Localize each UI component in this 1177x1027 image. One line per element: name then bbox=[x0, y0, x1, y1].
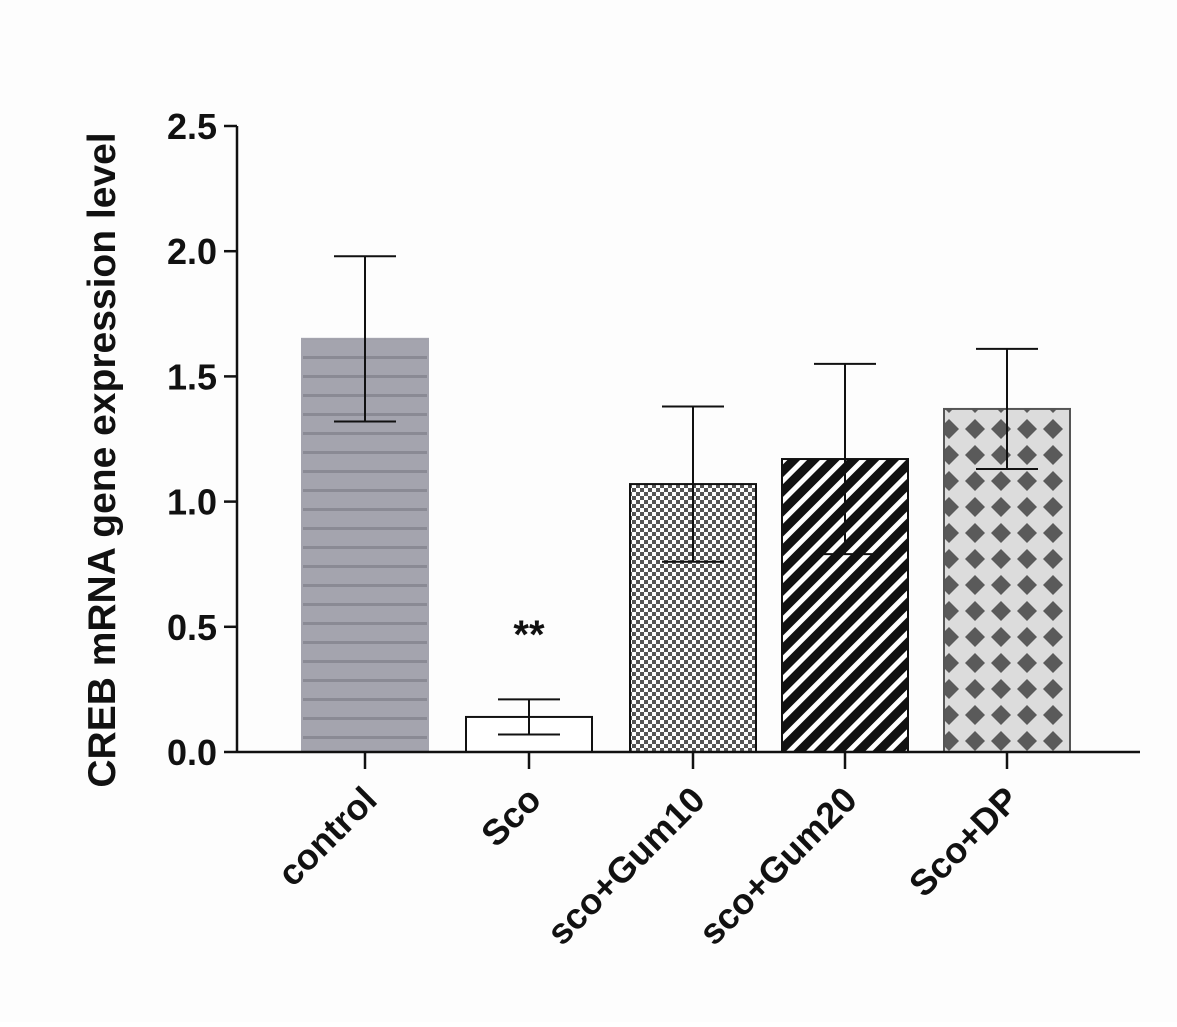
x-tick-label-Sco: Sco bbox=[473, 779, 549, 855]
bars: ** bbox=[301, 255, 1071, 753]
x-tick-label-control: control bbox=[269, 779, 384, 894]
y-tick-label: 2.5 bbox=[167, 106, 217, 147]
y-tick-label: 0.0 bbox=[167, 732, 217, 773]
y-axis: 0.0 0.5 1.0 1.5 2.0 2.5 bbox=[167, 106, 239, 773]
y-tick-label: 1.0 bbox=[167, 482, 217, 523]
y-tick-label: 0.5 bbox=[167, 607, 217, 648]
x-tick-label-sco+Gum20: sco+Gum20 bbox=[691, 779, 865, 953]
y-axis-label: CREB mRNA gene expression level bbox=[81, 132, 124, 787]
x-tick-label-Sco+DP: Sco+DP bbox=[901, 779, 1027, 905]
significance-annotation: ** bbox=[513, 613, 545, 657]
y-tick-label: 2.0 bbox=[167, 231, 217, 272]
y-tick-label: 1.5 bbox=[167, 356, 217, 397]
x-tick-label-sco+Gum10: sco+Gum10 bbox=[539, 779, 713, 953]
